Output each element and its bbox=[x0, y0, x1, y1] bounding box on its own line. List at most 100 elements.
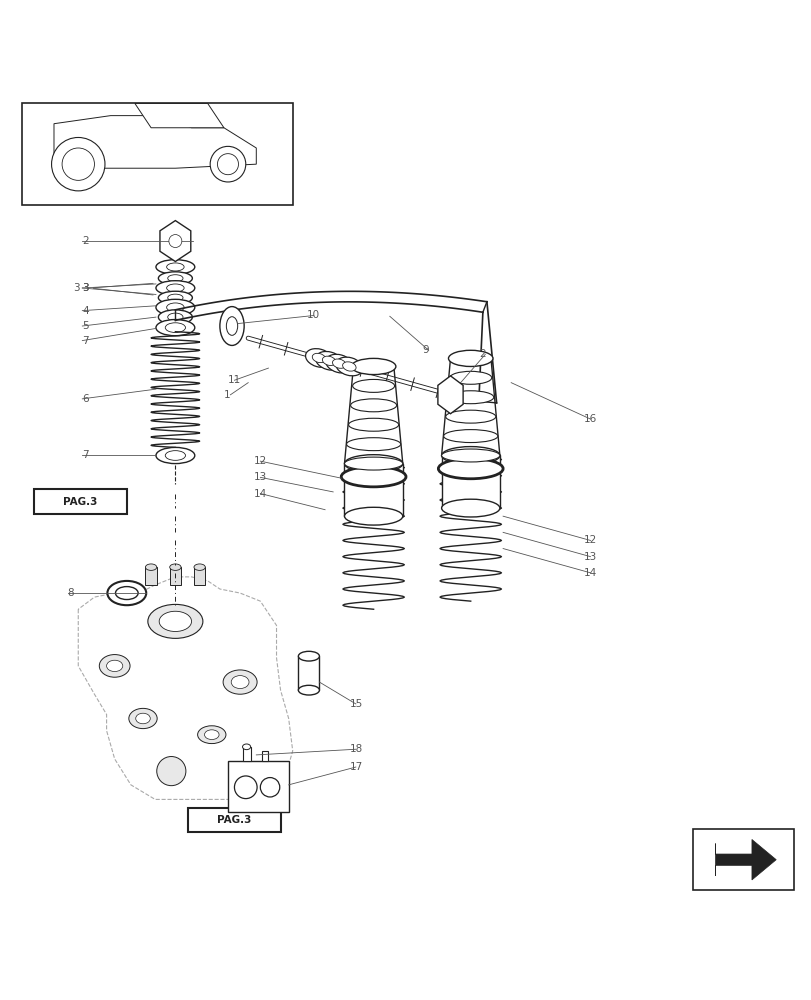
Ellipse shape bbox=[305, 349, 332, 367]
Text: 14: 14 bbox=[583, 568, 597, 578]
Ellipse shape bbox=[168, 294, 182, 301]
Ellipse shape bbox=[322, 356, 336, 365]
Ellipse shape bbox=[441, 447, 500, 464]
Circle shape bbox=[157, 757, 186, 786]
Ellipse shape bbox=[226, 317, 238, 335]
Ellipse shape bbox=[443, 430, 497, 443]
Text: 11: 11 bbox=[228, 375, 241, 385]
Text: PAG.3: PAG.3 bbox=[63, 497, 97, 507]
Ellipse shape bbox=[298, 651, 319, 661]
Ellipse shape bbox=[298, 685, 319, 695]
Ellipse shape bbox=[315, 351, 342, 370]
Text: 16: 16 bbox=[583, 414, 597, 424]
Text: 15: 15 bbox=[349, 699, 363, 709]
Ellipse shape bbox=[344, 455, 402, 472]
Bar bbox=[228, 761, 288, 812]
Ellipse shape bbox=[342, 362, 356, 371]
Text: 12: 12 bbox=[583, 535, 597, 545]
Polygon shape bbox=[54, 116, 256, 168]
Ellipse shape bbox=[447, 391, 493, 404]
Text: 18: 18 bbox=[349, 744, 363, 754]
Ellipse shape bbox=[332, 359, 345, 368]
Ellipse shape bbox=[194, 564, 205, 570]
Bar bbox=[344, 464, 402, 516]
Ellipse shape bbox=[165, 451, 185, 460]
Ellipse shape bbox=[441, 449, 500, 462]
Ellipse shape bbox=[336, 357, 363, 376]
Ellipse shape bbox=[169, 564, 181, 570]
Polygon shape bbox=[160, 221, 191, 262]
Text: PAG.3: PAG.3 bbox=[217, 815, 251, 825]
Circle shape bbox=[260, 778, 280, 797]
Text: 6: 6 bbox=[82, 394, 88, 404]
Polygon shape bbox=[437, 376, 462, 414]
Ellipse shape bbox=[156, 320, 195, 336]
Text: 3: 3 bbox=[73, 283, 79, 293]
Ellipse shape bbox=[158, 310, 192, 324]
Bar bbox=[169, 567, 181, 585]
Ellipse shape bbox=[106, 660, 122, 672]
Ellipse shape bbox=[115, 587, 138, 600]
Ellipse shape bbox=[165, 323, 185, 332]
Circle shape bbox=[234, 776, 257, 799]
Ellipse shape bbox=[441, 499, 500, 517]
Text: 10: 10 bbox=[307, 310, 320, 320]
Bar bbox=[22, 103, 292, 205]
Ellipse shape bbox=[344, 457, 402, 470]
Text: 14: 14 bbox=[253, 489, 267, 499]
Text: 1: 1 bbox=[224, 390, 230, 400]
Ellipse shape bbox=[341, 467, 406, 487]
Ellipse shape bbox=[346, 438, 401, 451]
Circle shape bbox=[51, 137, 105, 191]
Ellipse shape bbox=[156, 260, 195, 274]
Ellipse shape bbox=[242, 744, 251, 750]
Ellipse shape bbox=[129, 708, 157, 729]
Ellipse shape bbox=[99, 655, 130, 677]
Text: 12: 12 bbox=[253, 456, 267, 466]
Ellipse shape bbox=[312, 353, 325, 363]
Bar bbox=[298, 656, 319, 690]
Ellipse shape bbox=[156, 299, 195, 315]
Circle shape bbox=[217, 154, 238, 175]
Ellipse shape bbox=[231, 676, 249, 689]
Ellipse shape bbox=[156, 281, 195, 295]
Text: 17: 17 bbox=[349, 762, 363, 772]
Polygon shape bbox=[78, 577, 292, 799]
Text: 8: 8 bbox=[67, 588, 74, 598]
Ellipse shape bbox=[135, 713, 150, 724]
Bar bbox=[262, 751, 268, 761]
Text: 7: 7 bbox=[82, 450, 88, 460]
Ellipse shape bbox=[445, 410, 496, 423]
Ellipse shape bbox=[220, 307, 244, 345]
Bar bbox=[242, 747, 251, 761]
Ellipse shape bbox=[449, 371, 491, 384]
Text: 13: 13 bbox=[583, 552, 597, 562]
Bar bbox=[194, 567, 205, 585]
Ellipse shape bbox=[350, 399, 396, 412]
Text: 2: 2 bbox=[82, 236, 88, 246]
Ellipse shape bbox=[166, 263, 184, 271]
Polygon shape bbox=[135, 103, 224, 128]
Ellipse shape bbox=[156, 447, 195, 464]
Ellipse shape bbox=[352, 379, 394, 392]
Text: 3: 3 bbox=[82, 283, 88, 293]
Text: 3: 3 bbox=[82, 283, 88, 293]
Bar bbox=[441, 455, 500, 508]
Circle shape bbox=[169, 235, 182, 248]
Ellipse shape bbox=[158, 291, 192, 304]
Ellipse shape bbox=[354, 360, 392, 373]
Ellipse shape bbox=[145, 564, 157, 570]
Ellipse shape bbox=[351, 358, 396, 375]
Ellipse shape bbox=[168, 313, 182, 321]
Text: 7: 7 bbox=[82, 336, 88, 346]
Ellipse shape bbox=[223, 670, 257, 694]
Bar bbox=[693, 829, 793, 890]
Ellipse shape bbox=[448, 350, 492, 366]
Ellipse shape bbox=[166, 303, 184, 312]
Ellipse shape bbox=[107, 581, 146, 605]
Ellipse shape bbox=[197, 726, 225, 744]
Text: 13: 13 bbox=[253, 472, 267, 482]
Circle shape bbox=[210, 146, 246, 182]
Ellipse shape bbox=[148, 604, 203, 638]
Ellipse shape bbox=[204, 730, 219, 740]
